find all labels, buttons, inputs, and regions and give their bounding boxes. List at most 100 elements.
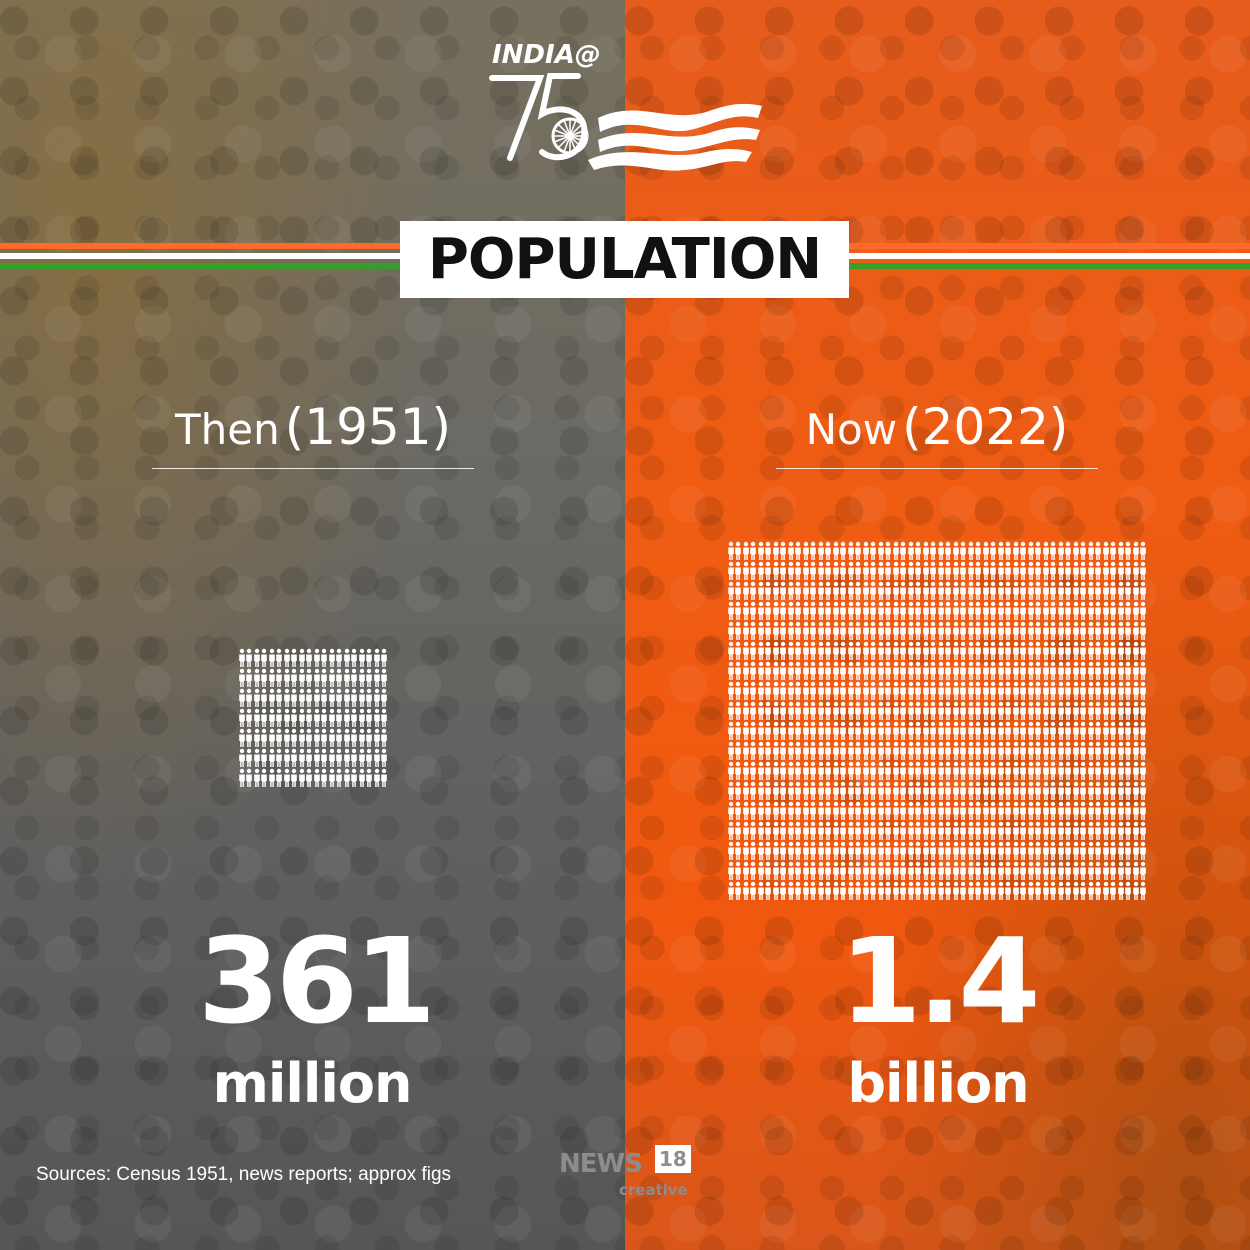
person-icon (862, 681, 877, 701)
person-icon (877, 681, 892, 701)
person-icon (772, 641, 787, 661)
person-icon (982, 641, 997, 661)
person-icon (238, 768, 253, 788)
person-icon (982, 741, 997, 761)
person-icon (1132, 841, 1147, 861)
person-icon (328, 768, 343, 788)
person-icon (1102, 721, 1117, 741)
person-icon (952, 601, 967, 621)
person-icon (982, 861, 997, 881)
person-icon (1087, 741, 1102, 761)
person-icon (757, 761, 772, 781)
then-divider (152, 468, 474, 469)
person-icon (757, 721, 772, 741)
person-icon (997, 601, 1012, 621)
person-icon (1087, 781, 1102, 801)
person-icon (862, 881, 877, 901)
person-icon (253, 688, 268, 708)
person-icon (937, 541, 952, 561)
person-icon (802, 681, 817, 701)
person-icon (952, 661, 967, 681)
person-icon (772, 621, 787, 641)
person-icon (772, 661, 787, 681)
person-icon (1117, 741, 1132, 761)
person-icon (937, 861, 952, 881)
person-icon (1057, 781, 1072, 801)
person-icon (862, 821, 877, 841)
person-icon (1132, 681, 1147, 701)
person-icon (1042, 721, 1057, 741)
person-icon (283, 708, 298, 728)
person-icon (982, 661, 997, 681)
person-icon (283, 668, 298, 688)
now-population-unit: billion (847, 1052, 1029, 1115)
person-icon (772, 801, 787, 821)
person-icon (1012, 761, 1027, 781)
person-icon (1012, 661, 1027, 681)
person-icon (1012, 581, 1027, 601)
person-icon (772, 761, 787, 781)
person-icon (1072, 621, 1087, 641)
person-icon (1012, 841, 1027, 861)
person-icon (1027, 821, 1042, 841)
title-box: POPULATION (400, 221, 849, 298)
person-icon (787, 641, 802, 661)
person-icon (283, 748, 298, 768)
person-icon (817, 701, 832, 721)
person-icon (907, 641, 922, 661)
person-icon (817, 881, 832, 901)
tricolor-stripe-left (0, 243, 400, 273)
person-icon (1102, 761, 1117, 781)
person-icon (1057, 661, 1072, 681)
person-icon (817, 601, 832, 621)
now-population-value: 1.4 (839, 912, 1040, 1050)
person-icon (343, 668, 358, 688)
person-icon (847, 841, 862, 861)
person-icon (1117, 641, 1132, 661)
person-icon (892, 561, 907, 581)
person-icon (1102, 801, 1117, 821)
person-icon (787, 701, 802, 721)
person-icon (1072, 581, 1087, 601)
person-icon (1012, 621, 1027, 641)
person-icon (967, 801, 982, 821)
person-icon (787, 761, 802, 781)
person-icon (952, 841, 967, 861)
person-icon (907, 661, 922, 681)
person-icon (937, 621, 952, 641)
person-icon (253, 748, 268, 768)
person-icon (847, 821, 862, 841)
person-icon (832, 701, 847, 721)
person-icon (1042, 641, 1057, 661)
person-icon (802, 741, 817, 761)
person-icon (802, 541, 817, 561)
person-icon (1027, 681, 1042, 701)
person-icon (1087, 801, 1102, 821)
person-icon (967, 841, 982, 861)
person-icon (877, 741, 892, 761)
person-icon (1087, 821, 1102, 841)
person-icon (832, 821, 847, 841)
person-icon (1012, 681, 1027, 701)
person-icon (1072, 781, 1087, 801)
person-icon (1027, 581, 1042, 601)
person-icon (373, 748, 388, 768)
person-icon (802, 581, 817, 601)
person-icon (772, 861, 787, 881)
person-icon (328, 648, 343, 668)
person-icon (922, 561, 937, 581)
person-icon (847, 741, 862, 761)
person-icon (1102, 841, 1117, 861)
person-icon (1027, 741, 1042, 761)
person-icon (967, 641, 982, 661)
person-icon (952, 721, 967, 741)
logo-text: INDIA@ (492, 40, 601, 70)
person-icon (787, 801, 802, 821)
person-icon (1102, 741, 1117, 761)
person-icon (1012, 561, 1027, 581)
person-icon (802, 721, 817, 741)
person-icon (1012, 541, 1027, 561)
person-icon (937, 561, 952, 581)
person-icon (892, 761, 907, 781)
person-icon (847, 861, 862, 881)
